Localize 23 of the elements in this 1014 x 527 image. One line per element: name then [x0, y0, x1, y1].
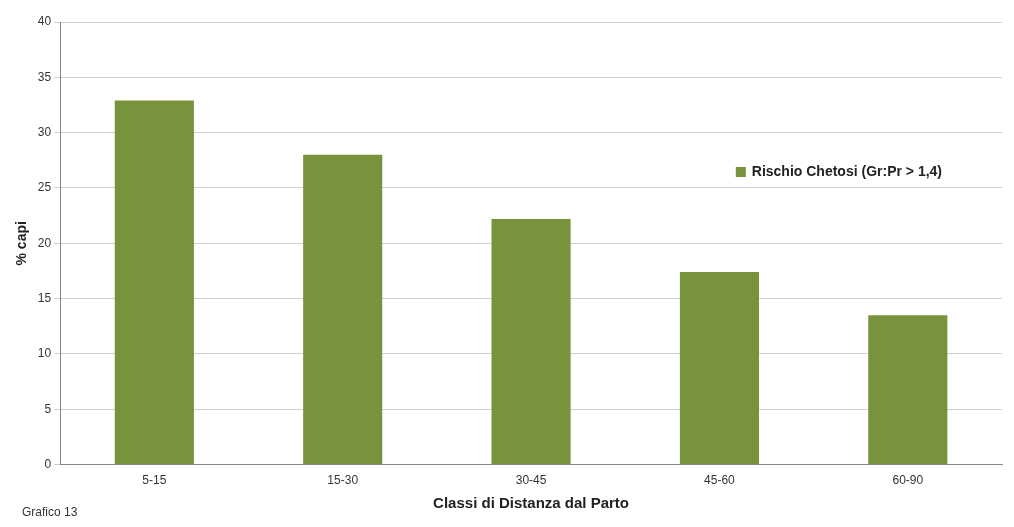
x-tick-label: 15-30 [327, 473, 359, 488]
y-tick-label: 30 [37, 124, 52, 139]
y-tick-label: 15 [37, 290, 52, 305]
y-tick-label: 0 [44, 456, 52, 471]
x-tick-label: 45-60 [704, 473, 736, 488]
text: Grafico 13 [22, 505, 78, 519]
y-tick-label: 20 [37, 235, 52, 250]
bar [303, 154, 383, 465]
x-tick-label: 30-45 [515, 473, 547, 488]
y-tick-label: 25 [37, 180, 52, 195]
x-tick-label: 60-90 [892, 473, 924, 488]
y-tick-label: 10 [37, 346, 52, 361]
y-axis-title: % capi [13, 221, 30, 266]
x-axis-title: Classi di Distanza dal Parto [433, 494, 630, 512]
y-tick-label: 35 [37, 69, 52, 84]
bar [679, 272, 759, 465]
x-tick-label: 5-15 [142, 473, 167, 488]
bar [868, 315, 948, 465]
y-tick-label: 40 [37, 14, 52, 29]
legend-label: Rischio Chetosi (Gr:Pr > 1,4) [751, 162, 943, 179]
bar [114, 100, 194, 465]
y-tick-label: 5 [44, 401, 52, 416]
bar [491, 218, 571, 465]
